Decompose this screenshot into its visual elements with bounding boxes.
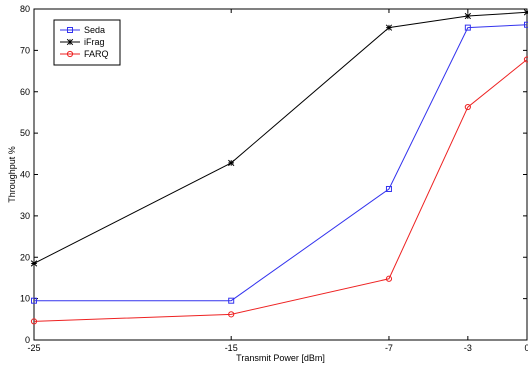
y-tick-label: 50 (20, 128, 30, 138)
y-tick-label: 20 (20, 252, 30, 262)
legend-label-seda: Seda (84, 25, 105, 35)
y-axis-label: Throughput % (7, 146, 17, 203)
data-point-farq (464, 103, 471, 111)
series-line-farq (33, 59, 528, 322)
y-tick-label: 0 (25, 335, 30, 345)
legend-label-ifrag: iFrag (84, 37, 105, 47)
axis-ticks: -25 -15 -7 -3 0 0 10 20 30 40 50 60 70 80 (20, 4, 528, 353)
legend: Seda iFrag FARQ (53, 19, 121, 66)
data-point-seda (385, 185, 392, 192)
legend-marker-farq (66, 50, 74, 58)
series-farq (30, 56, 528, 325)
legend-marker-ifrag (66, 38, 74, 46)
series-layer (30, 9, 528, 325)
data-point-ifrag (228, 159, 235, 167)
legend-item-ifrag: iFrag (60, 37, 105, 47)
series-line-seda (34, 24, 528, 302)
data-point-ifrag (385, 24, 393, 31)
series-seda (31, 21, 528, 304)
series-ifrag (30, 9, 528, 267)
data-point-ifrag (523, 9, 528, 16)
y-tick-label: 70 (20, 45, 30, 55)
x-axis-label: Transmit Power [dBm] (236, 353, 325, 363)
legend-item-farq: FARQ (60, 49, 109, 59)
x-tick-label: 0 (524, 343, 528, 353)
y-tick-label: 40 (20, 170, 30, 180)
data-point-farq (30, 318, 38, 325)
x-tick-label: -7 (385, 343, 393, 353)
data-point-seda (228, 297, 235, 304)
x-tick-label: -3 (464, 343, 472, 353)
data-point-seda (31, 297, 37, 304)
data-point-ifrag (464, 12, 471, 20)
data-point-farq (385, 275, 393, 282)
x-tick-label: -25 (27, 343, 40, 353)
data-point-ifrag (30, 260, 38, 267)
y-tick-label: 10 (20, 294, 30, 304)
y-tick-label: 30 (20, 211, 30, 221)
data-point-seda (524, 21, 528, 28)
y-tick-label: 80 (20, 4, 30, 14)
legend-item-seda: Seda (60, 25, 105, 35)
data-point-seda (464, 24, 471, 31)
x-tick-label: -15 (225, 343, 238, 353)
legend-marker-seda (67, 27, 73, 33)
data-point-farq (228, 311, 235, 318)
y-tick-label: 60 (20, 87, 30, 97)
legend-label-farq: FARQ (84, 49, 109, 59)
data-point-farq (523, 56, 528, 63)
